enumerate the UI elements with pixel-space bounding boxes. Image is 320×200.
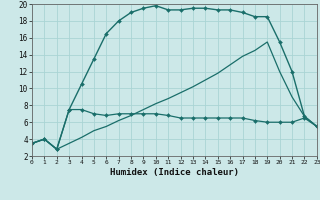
X-axis label: Humidex (Indice chaleur): Humidex (Indice chaleur) <box>110 168 239 177</box>
